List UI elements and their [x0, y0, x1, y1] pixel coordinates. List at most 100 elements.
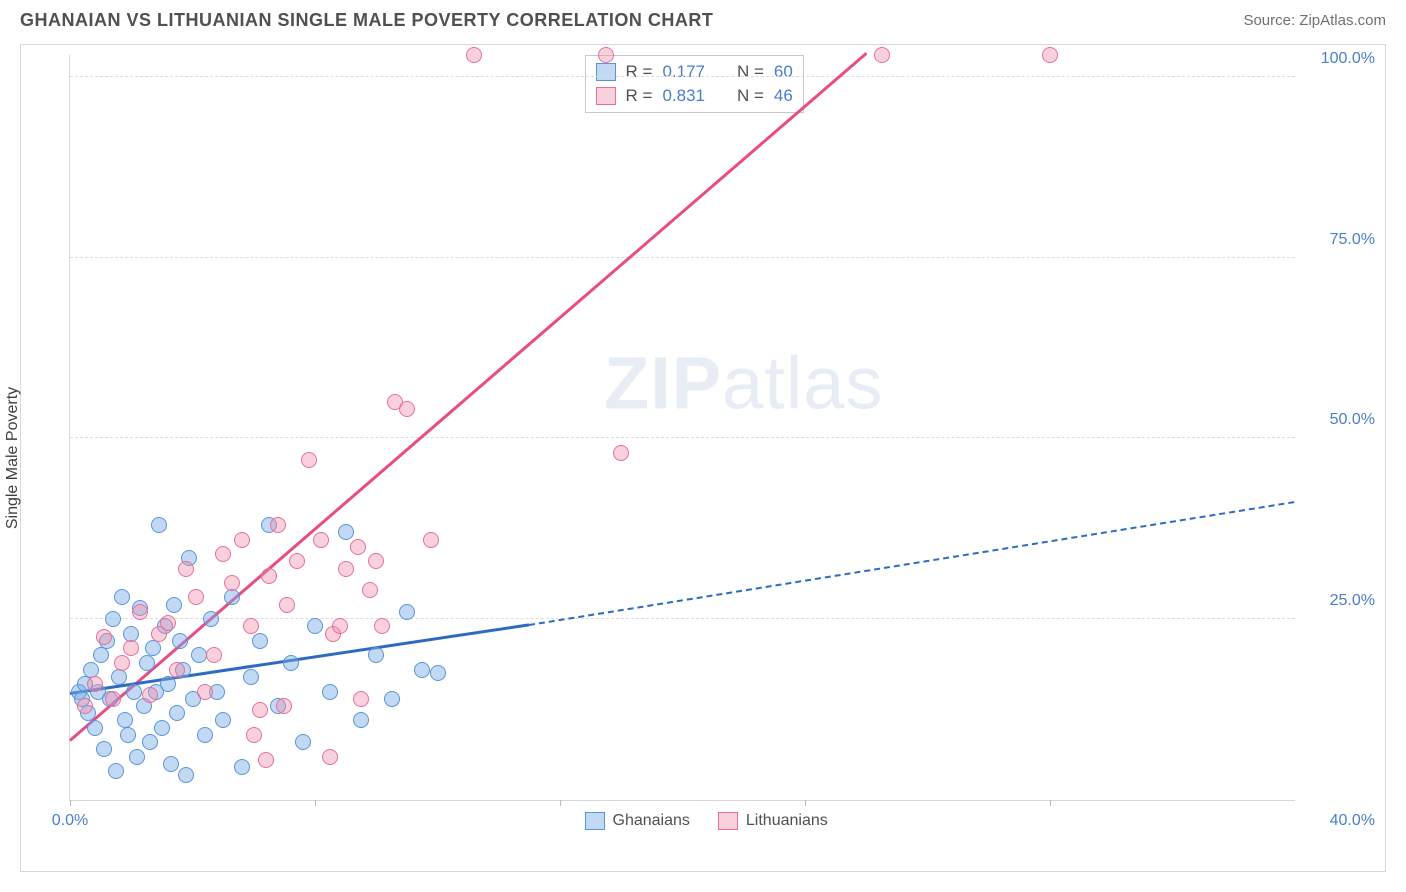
data-point [123, 640, 139, 656]
data-point [197, 684, 213, 700]
data-point [399, 604, 415, 620]
legend-n-value: 60 [774, 62, 793, 82]
legend-row: R =0.177N =60 [596, 60, 793, 84]
data-point [243, 669, 259, 685]
legend-swatch [585, 812, 605, 830]
legend-r-value: 0.831 [662, 86, 705, 106]
data-point [313, 532, 329, 548]
correlation-legend: R =0.177N =60R =0.831N =46 [585, 55, 804, 113]
data-point [139, 655, 155, 671]
data-point [246, 727, 262, 743]
data-point [338, 524, 354, 540]
data-point [874, 47, 890, 63]
legend-swatch [596, 63, 616, 81]
data-point [1042, 47, 1058, 63]
data-point [77, 698, 93, 714]
data-point [93, 647, 109, 663]
legend-r-label: R = [626, 86, 653, 106]
y-tick-label: 50.0% [1305, 411, 1375, 429]
data-point [172, 633, 188, 649]
data-point [322, 749, 338, 765]
y-axis-label: Single Male Poverty [4, 387, 22, 529]
data-point [234, 759, 250, 775]
data-point [295, 734, 311, 750]
data-point [430, 665, 446, 681]
legend-item: Ghanaians [585, 812, 690, 830]
data-point [368, 647, 384, 663]
data-point [423, 532, 439, 548]
data-point [83, 662, 99, 678]
data-point [466, 47, 482, 63]
data-point [178, 561, 194, 577]
data-point [353, 691, 369, 707]
data-point [224, 589, 240, 605]
legend-swatch [596, 87, 616, 105]
data-point [384, 691, 400, 707]
data-point [117, 712, 133, 728]
legend-swatch [718, 812, 738, 830]
x-tick-label: 0.0% [52, 812, 88, 830]
legend-row: R = 0.831 N = 46 [596, 84, 793, 108]
data-point [111, 669, 127, 685]
data-point [338, 561, 354, 577]
data-point [215, 712, 231, 728]
data-point [322, 684, 338, 700]
y-tick-label: 100.0% [1305, 50, 1375, 68]
data-point [108, 763, 124, 779]
data-point [332, 618, 348, 634]
data-point [166, 597, 182, 613]
data-point [178, 767, 194, 783]
x-tick [1050, 800, 1051, 806]
legend-item: Lithuanians [718, 812, 828, 830]
data-point [362, 582, 378, 598]
legend-series-name: Ghanaians [613, 812, 690, 830]
data-point [252, 702, 268, 718]
data-point [270, 517, 286, 533]
gridline [70, 437, 1295, 438]
data-point [105, 611, 121, 627]
data-point [126, 684, 142, 700]
chart-container: Single Male Poverty ZIPatlas R =0.177N =… [20, 44, 1386, 872]
data-point [145, 640, 161, 656]
data-point [399, 401, 415, 417]
x-corner-label: 40.0% [1305, 812, 1375, 830]
legend-n-label: N = [737, 86, 764, 106]
data-point [114, 589, 130, 605]
data-point [160, 615, 176, 631]
data-point [203, 611, 219, 627]
legend-n-value: 46 [774, 86, 793, 106]
data-point [301, 452, 317, 468]
data-point [96, 741, 112, 757]
data-point [307, 618, 323, 634]
data-point [197, 727, 213, 743]
legend-series-name: Lithuanians [746, 812, 828, 830]
data-point [353, 712, 369, 728]
data-point [188, 589, 204, 605]
y-tick-label: 25.0% [1305, 592, 1375, 610]
data-point [105, 691, 121, 707]
data-point [132, 604, 148, 620]
data-point [96, 629, 112, 645]
data-point [87, 676, 103, 692]
data-point [283, 655, 299, 671]
data-point [191, 647, 207, 663]
data-point [261, 568, 277, 584]
data-point [129, 749, 145, 765]
data-point [169, 662, 185, 678]
x-tick [70, 800, 71, 806]
data-point [151, 517, 167, 533]
data-point [243, 618, 259, 634]
watermark: ZIPatlas [604, 340, 883, 425]
x-tick [315, 800, 316, 806]
legend-n-label: N = [737, 62, 764, 82]
data-point [87, 720, 103, 736]
data-point [154, 720, 170, 736]
legend-r-label: R = [626, 62, 653, 82]
data-point [374, 618, 390, 634]
y-tick-label: 75.0% [1305, 231, 1375, 249]
data-point [276, 698, 292, 714]
data-point [279, 597, 295, 613]
data-point [289, 553, 305, 569]
data-point [414, 662, 430, 678]
data-point [142, 734, 158, 750]
